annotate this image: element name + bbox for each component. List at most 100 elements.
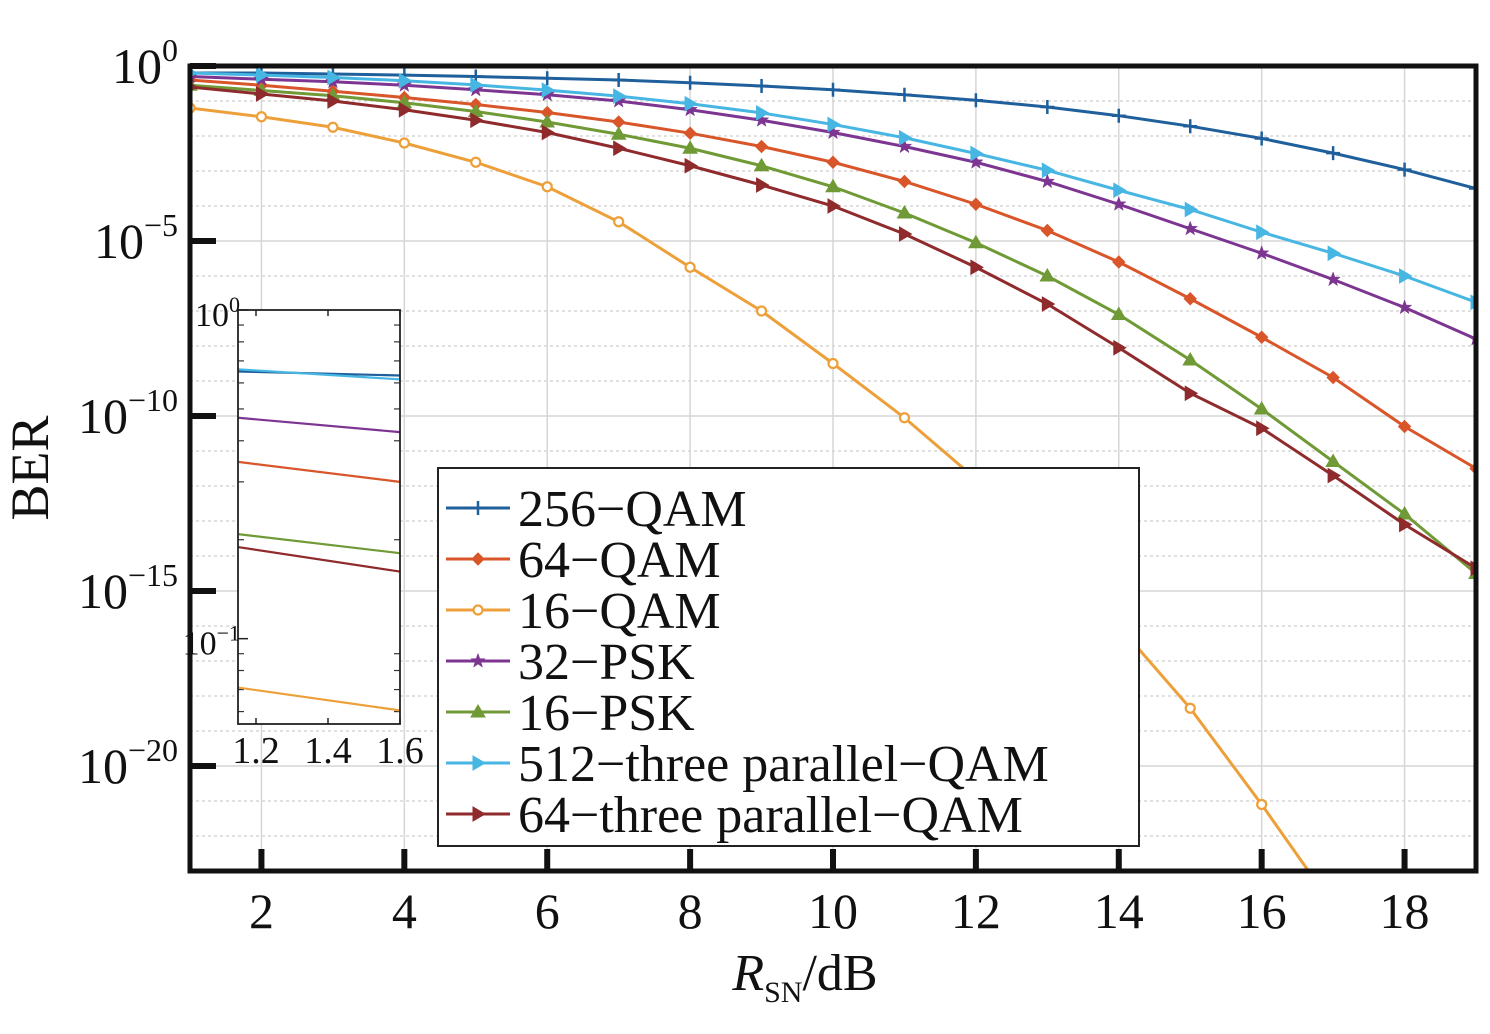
data-point [755,305,768,317]
data-point [470,156,482,168]
x-tick-label: 2 [249,883,274,939]
data-point [970,145,984,162]
data-point [327,121,339,133]
x-tick-label: 14 [1094,883,1144,939]
inset-y-tick-label: 100 [195,292,240,334]
series-clip-group [190,66,1476,1012]
legend-entry-512-three-parallel-qam: 512−three parallel−QAM [446,736,1049,793]
data-point [756,105,770,121]
data-point [255,67,270,83]
data-point [753,157,770,172]
y-tick-label: 100 [112,32,178,94]
legend-swatch-marker [472,604,484,616]
series-16-qam [190,102,1409,1012]
data-point [1399,516,1413,533]
data-point [825,178,841,193]
data-point [1184,385,1199,402]
legend-label: 512−three parallel−QAM [518,736,1049,793]
x-tick-label: 8 [678,883,703,939]
data-point [897,87,912,102]
data-point [255,111,268,123]
data-point [470,77,484,93]
y-tick-label: 10−5 [94,207,178,269]
legend-label: 64−three parallel−QAM [518,787,1023,844]
legend-swatch-marker [472,806,486,822]
legend-label: 64−QAM [518,532,721,589]
data-point [1400,1003,1409,1012]
data-point [613,88,627,104]
legend-entry-16-psk: 16−PSK [446,685,695,742]
data-point [826,155,840,169]
data-point [1325,271,1341,287]
data-point [1396,299,1413,315]
inset-x-tick-label: 1.6 [376,730,424,772]
data-point [398,72,413,89]
data-point [1111,108,1126,123]
inset-line-32-psk [237,416,401,434]
data-point [1327,467,1342,484]
legend-entry-16-qam: 16−QAM [446,583,721,640]
main-axis-ticks: 2 4 6 8 10 12 14 16 18 100 10−5 10−10 10−15 10−20 [78,32,1430,939]
data-point [898,412,911,424]
legend-swatch-marker [470,652,486,668]
data-point [470,112,484,129]
x-tick-label: 6 [535,883,560,939]
legend-swatch-marker [471,552,485,566]
data-point [1325,453,1341,467]
inset-line-16-psk [237,533,401,555]
data-point [968,93,983,108]
series-64-three-parallel-qam [190,82,1476,577]
x-tick-label: 10 [808,883,858,939]
data-point [684,157,699,174]
legend-swatch-marker [472,755,486,771]
x-tick-label: 4 [392,883,417,939]
data-point [1329,902,1338,911]
data-point [1256,798,1268,811]
data-point [1040,99,1055,114]
x-axis-label: RSN/dB [731,945,877,1009]
data-point [1183,119,1198,134]
data-point [827,116,841,133]
data-point [970,259,984,276]
data-point [327,93,341,109]
x-tick-label: 18 [1380,883,1430,939]
data-point [1110,306,1127,320]
data-point [896,205,913,219]
legend-swatch-marker [471,501,485,515]
data-point [826,82,840,97]
data-point [683,75,698,90]
data-point [1041,296,1056,312]
x-tick-label: 12 [951,883,1001,939]
inset-border [237,309,401,725]
data-point [898,226,913,242]
data-point [1326,146,1341,161]
data-point [1254,330,1269,344]
legend: 256−QAM64−QAM16−QAM32−PSK16−PSK512−three… [437,467,1140,847]
data-point [1110,196,1127,211]
data-point [684,95,699,112]
data-point [1256,420,1270,437]
data-point [539,114,556,128]
legend-entry-64-qam: 64−QAM [446,532,721,589]
data-point [613,140,627,157]
data-point [1397,419,1412,434]
data-point [1327,245,1342,262]
legend-label: 256−QAM [518,481,747,538]
data-point [827,357,839,370]
x-tick-label: 16 [1237,883,1287,939]
data-point [827,198,841,214]
inset-line-16-qam [237,686,401,712]
data-point [613,216,625,228]
data-point [1399,268,1413,284]
data-point [1113,339,1127,356]
data-point [1253,401,1270,415]
data-point [1183,292,1197,306]
data-point [969,197,983,211]
data-point [1326,370,1340,385]
data-point [898,129,913,146]
inset-line-64-three-parallel-qam [237,545,401,573]
main-series-layer [190,66,1476,1012]
data-point [540,71,555,86]
y-axis-label: BER [0,415,60,520]
